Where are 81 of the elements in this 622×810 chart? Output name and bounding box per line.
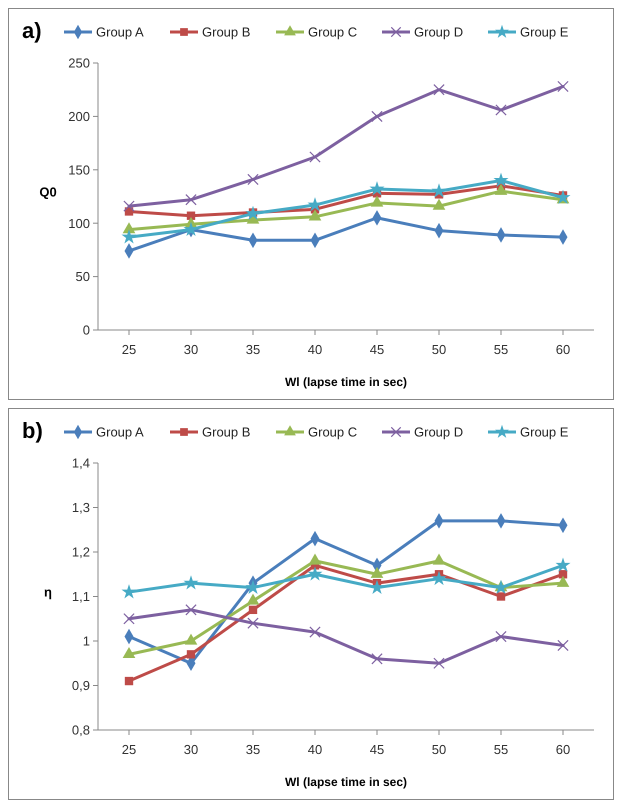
y-tick-label: 1 <box>82 634 90 649</box>
point <box>370 196 384 207</box>
legend-label: Group E <box>520 424 569 440</box>
x-tick-label: 55 <box>494 342 508 357</box>
point <box>493 172 509 187</box>
x-tick-label: 60 <box>556 342 570 357</box>
x-tick-label: 30 <box>184 742 198 757</box>
x-tick-label: 60 <box>556 742 570 757</box>
x-tick-label: 50 <box>432 342 446 357</box>
point <box>309 151 321 163</box>
x-tick-label: 25 <box>122 742 136 757</box>
point <box>555 557 571 572</box>
point <box>556 576 570 587</box>
y-tick-label: 100 <box>68 216 90 231</box>
point <box>186 650 196 659</box>
point <box>123 200 135 212</box>
y-tick-label: 0,8 <box>72 722 90 738</box>
y-tick-label: 0,9 <box>72 678 90 694</box>
chart-title: a) <box>22 18 42 43</box>
point <box>495 104 507 116</box>
point <box>246 594 260 605</box>
y-tick-label: 1,4 <box>72 456 90 471</box>
point <box>433 658 445 669</box>
y-axis-title: Q0 <box>39 184 57 200</box>
chart-title: b) <box>22 418 43 443</box>
legend-label: Group A <box>96 24 144 40</box>
point <box>495 630 507 642</box>
x-tick-label: 45 <box>370 342 384 357</box>
legend-label: Group E <box>520 24 569 40</box>
legend-label: Group D <box>414 24 464 40</box>
legend-label: Group C <box>308 24 358 40</box>
point <box>183 575 199 590</box>
x-tick-label: 45 <box>370 742 384 757</box>
x-tick-label: 35 <box>246 742 260 757</box>
y-tick-label: 1,1 <box>72 589 90 604</box>
x-tick-label: 55 <box>494 742 508 757</box>
x-axis-title: Wl (lapse time in sec) <box>284 375 408 389</box>
point <box>371 110 383 122</box>
point <box>308 554 322 565</box>
point <box>123 613 135 624</box>
x-tick-label: 50 <box>432 742 446 757</box>
point <box>248 606 258 614</box>
point <box>557 640 569 652</box>
y-tick-label: 150 <box>68 162 90 178</box>
x-tick-label: 40 <box>308 342 322 357</box>
x-axis-title: Wl (lapse time in sec) <box>284 775 408 789</box>
x-tick-label: 40 <box>308 742 322 757</box>
point <box>247 617 259 629</box>
y-tick-label: 50 <box>76 269 90 284</box>
legend-label: Group C <box>308 424 358 440</box>
point <box>432 554 446 565</box>
x-tick-label: 30 <box>184 342 198 357</box>
x-tick-label: 25 <box>122 342 136 357</box>
legend-label: Group D <box>414 424 464 440</box>
point <box>245 206 261 220</box>
point <box>121 229 137 244</box>
point <box>121 584 137 598</box>
point <box>247 174 259 186</box>
x-tick-label: 35 <box>246 342 260 357</box>
point <box>557 80 569 92</box>
point <box>307 566 323 581</box>
y-tick-label: 1,2 <box>72 544 90 560</box>
point <box>371 653 383 665</box>
legend-label: Group B <box>202 24 250 40</box>
point <box>185 194 197 206</box>
legend-label: Group A <box>96 424 144 440</box>
y-axis-title: η <box>44 584 52 600</box>
y-tick-label: 200 <box>68 108 90 124</box>
point <box>369 181 385 196</box>
point <box>431 570 447 586</box>
point <box>431 183 447 198</box>
point <box>185 604 197 616</box>
point <box>184 634 198 645</box>
y-tick-label: 1,3 <box>72 500 90 516</box>
y-tick-label: 0 <box>82 322 90 338</box>
point <box>122 647 136 658</box>
point <box>433 84 445 96</box>
point <box>124 676 134 686</box>
legend-label: Group B <box>202 424 250 440</box>
y-tick-label: 250 <box>68 56 90 71</box>
point <box>309 626 321 638</box>
